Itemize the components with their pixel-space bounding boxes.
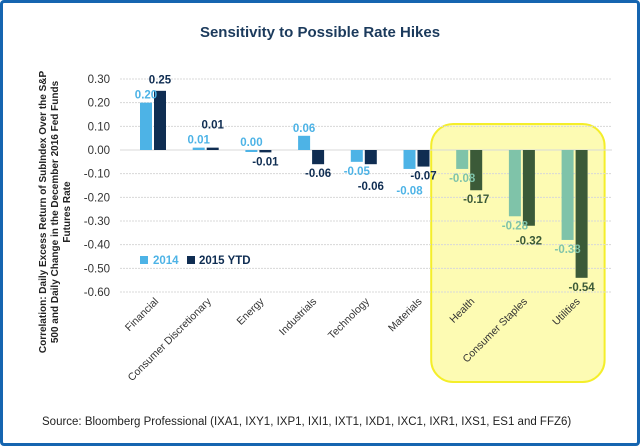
data-label: -0.17: [463, 194, 489, 206]
data-label: -0.07: [410, 171, 436, 183]
bar-2015-ytd: [417, 150, 430, 167]
data-label: -0.01: [252, 156, 279, 168]
y-axis-label-line-3: Futures Rate: [62, 181, 73, 243]
source-note: Source: Bloomberg Professional (IXA1, IX…: [42, 416, 571, 428]
data-label: -0.28: [502, 220, 529, 232]
chart-title: Sensitivity to Possible Rate Hikes: [200, 24, 440, 41]
bar-2014: [192, 147, 205, 150]
y-axis-label-line-2: 500 and Daily Change in the December 201…: [50, 80, 61, 343]
bar-2014: [298, 135, 311, 150]
y-tick-label: 0.30: [88, 74, 110, 86]
data-label: 0.25: [149, 75, 172, 87]
bar-2014: [508, 150, 521, 217]
data-label: -0.06: [358, 181, 384, 193]
y-tick-label: -0.10: [84, 169, 110, 181]
bar-2015-ytd: [259, 150, 272, 153]
y-tick-label: 0.10: [88, 121, 110, 133]
bar-2015-ytd: [575, 150, 588, 278]
data-label: -0.05: [344, 166, 371, 178]
x-category-label: Energy: [235, 295, 268, 328]
bar-2015-ytd: [522, 150, 535, 226]
data-label: -0.38: [554, 244, 581, 256]
bar-2015-ytd: [206, 147, 219, 150]
y-tick-label: -0.30: [84, 216, 110, 228]
y-tick-label: -0.50: [84, 263, 110, 275]
data-label: -0.08: [449, 173, 476, 185]
data-label: -0.08: [396, 186, 423, 198]
legend-label-2015: 2015 YTD: [199, 255, 251, 267]
bar-2014: [140, 102, 152, 150]
data-label: -0.54: [568, 282, 595, 294]
y-tick-label: 0.00: [88, 145, 110, 157]
legend-swatch-2014: [140, 256, 148, 264]
legend-swatch-2015: [187, 256, 195, 264]
bar-2014: [403, 150, 416, 169]
y-tick-label: 0.20: [88, 98, 110, 110]
bar-2015-ytd: [154, 90, 166, 150]
data-label: 0.01: [202, 120, 225, 132]
bar-2014: [245, 150, 258, 152]
y-tick-label: -0.60: [84, 287, 110, 299]
x-category-label: Technology: [326, 295, 373, 342]
data-label: 0.01: [188, 135, 211, 147]
bar-2015-ytd: [364, 150, 377, 165]
x-category-label: Materials: [386, 296, 425, 335]
data-label: 0.20: [135, 90, 157, 102]
legend-label-2014: 2014: [153, 255, 179, 267]
data-label: 0.00: [240, 137, 262, 149]
bar-2015-ytd: [470, 150, 483, 191]
data-label: -0.32: [516, 235, 542, 247]
y-axis-label-line-1: Correlation: Daily Excess Return of SubI…: [38, 71, 49, 354]
y-tick-label: -0.20: [84, 192, 110, 204]
bar-2014: [456, 150, 469, 169]
bar-2015-ytd: [312, 150, 325, 165]
x-category-label: Financial: [123, 296, 161, 334]
data-label: -0.06: [305, 168, 331, 180]
bar-2014: [561, 150, 574, 240]
data-label: 0.06: [293, 123, 315, 135]
x-category-label: Industrials: [277, 296, 319, 338]
bar-2014: [350, 150, 363, 162]
y-tick-label: -0.40: [84, 240, 110, 252]
